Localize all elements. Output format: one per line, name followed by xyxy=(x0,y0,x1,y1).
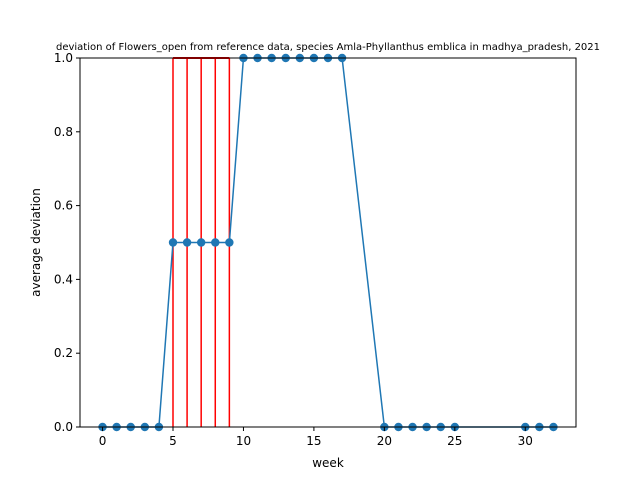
data-point xyxy=(196,238,206,247)
x-tick-label: 30 xyxy=(518,434,533,448)
y-tick-label: 0.0 xyxy=(54,420,73,434)
data-point xyxy=(182,238,192,247)
data-point xyxy=(168,238,178,247)
x-axis: 0 5 10 15 20 25 30 xyxy=(99,427,533,448)
y-axis: 0.0 0.2 0.4 0.6 0.8 1.0 xyxy=(54,51,80,434)
x-tick-label: 15 xyxy=(306,434,321,448)
x-tick-label: 0 xyxy=(99,434,107,448)
y-tick-label: 0.6 xyxy=(54,199,73,213)
x-axis-label: week xyxy=(312,456,344,470)
plot-area xyxy=(98,53,558,432)
y-tick-label: 0.2 xyxy=(54,346,73,360)
x-tick-label: 5 xyxy=(169,434,177,448)
y-tick-label: 1.0 xyxy=(54,51,73,65)
x-tick-label: 25 xyxy=(447,434,462,448)
y-axis-label: average deviation xyxy=(29,188,43,297)
y-tick-label: 0.4 xyxy=(54,272,73,286)
axes-frame xyxy=(79,57,577,428)
chart-title: deviation of Flowers_open from reference… xyxy=(56,42,600,53)
data-point xyxy=(225,238,234,247)
data-point xyxy=(211,238,220,247)
y-tick-label: 0.8 xyxy=(54,125,73,139)
x-tick-label: 20 xyxy=(377,434,392,448)
x-tick-label: 10 xyxy=(236,434,251,448)
